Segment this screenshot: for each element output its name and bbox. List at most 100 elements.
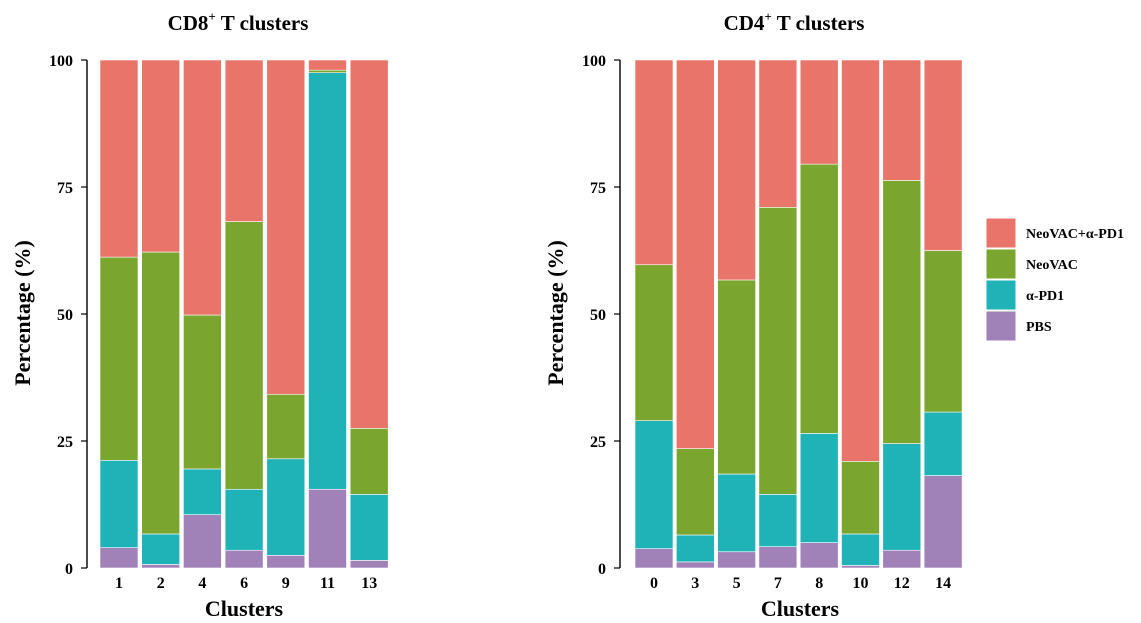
legend-label: PBS bbox=[1026, 320, 1052, 335]
cd4-bar-3-neovac bbox=[675, 448, 715, 536]
cd8-bar-1--pd1 bbox=[99, 460, 139, 548]
cd8-bar-9-pbs bbox=[266, 554, 306, 569]
cd8-y-tick-label: 0 bbox=[65, 561, 73, 578]
cd8-y-tick-label: 25 bbox=[57, 434, 73, 451]
cd8-y-tick-label: 100 bbox=[49, 53, 73, 70]
cd8-bar-2-neovac-pd1 bbox=[141, 59, 180, 253]
cd8-bar-4-neovac bbox=[183, 314, 222, 470]
cd4-bar-12-neovac bbox=[882, 180, 922, 444]
cd8-bar-6-pbs bbox=[224, 549, 264, 569]
cd4-x-tick-label: 8 bbox=[815, 575, 823, 592]
cd4-y-tick-label: 25 bbox=[590, 434, 606, 451]
cd8-x-tick-label: 6 bbox=[240, 575, 248, 592]
cd4-x-tick-label: 0 bbox=[650, 575, 658, 592]
cd8-x-tick-label: 9 bbox=[282, 575, 290, 592]
cd4-bar-7-neovac-pd1 bbox=[758, 59, 798, 208]
cd8-x-tick-label: 13 bbox=[361, 575, 377, 592]
cd4-bar-3-neovac-pd1 bbox=[675, 59, 715, 449]
cd8-bar-2--pd1 bbox=[141, 533, 180, 565]
cd4-y-tick-label: 75 bbox=[590, 180, 606, 197]
cd4-bar-8-neovac bbox=[799, 163, 839, 434]
cd8-bar-6--pd1 bbox=[224, 488, 264, 551]
cd8-bar-1-neovac-pd1 bbox=[99, 59, 139, 258]
cd4-bar-14--pd1 bbox=[923, 411, 963, 476]
legend-label: NeoVAC bbox=[1026, 258, 1078, 273]
legend-label: α-PD1 bbox=[1026, 289, 1064, 304]
cd4-bar-0-pbs bbox=[634, 548, 674, 569]
cd4-bar-10-neovac-pd1 bbox=[841, 59, 880, 462]
cd4-y-axis-title: Percentage (%) bbox=[543, 240, 568, 386]
cd8-chart-title: CD8+ T clusters bbox=[168, 9, 309, 35]
cd4-bar-5-neovac-pd1 bbox=[717, 59, 756, 281]
legend-swatch bbox=[985, 217, 1017, 249]
cd8-bar-1-pbs bbox=[99, 547, 139, 569]
cd4-x-tick-label: 10 bbox=[853, 575, 869, 592]
cd8-x-tick-label: 4 bbox=[198, 575, 206, 592]
legend-swatch bbox=[985, 248, 1017, 280]
cd4-bar-14-pbs bbox=[923, 475, 963, 569]
legend-swatch bbox=[985, 310, 1017, 342]
cd4-bar-7-pbs bbox=[758, 546, 798, 569]
cd8-bar-6-neovac-pd1 bbox=[224, 59, 264, 222]
cd4-bar-7-neovac bbox=[758, 207, 798, 495]
cd4-x-tick-label: 3 bbox=[691, 575, 699, 592]
cd4-y-tick-label: 100 bbox=[582, 53, 606, 70]
cd4-bar-5-pbs bbox=[717, 551, 756, 569]
cd8-bar-11-neovac-pd1 bbox=[308, 59, 347, 71]
cd4-x-tick-label: 14 bbox=[935, 575, 951, 592]
cd8-bar-13--pd1 bbox=[349, 494, 389, 561]
cd4-bar-5--pd1 bbox=[717, 473, 756, 553]
cd4-bar-3-pbs bbox=[675, 561, 715, 569]
cd8-x-ticks: 1 2 4 6 9 11 13 bbox=[115, 575, 377, 592]
cd4-bar-0-neovac-pd1 bbox=[634, 59, 674, 266]
cd4-x-tick-label: 5 bbox=[733, 575, 741, 592]
cd4-bar-10--pd1 bbox=[841, 533, 880, 566]
cd4-bar-0--pd1 bbox=[634, 420, 674, 549]
cd8-bar-9--pd1 bbox=[266, 458, 306, 556]
cd8-bar-1-neovac bbox=[99, 256, 139, 461]
cd8-bars bbox=[99, 59, 389, 569]
cd8-bar-9-neovac-pd1 bbox=[266, 59, 306, 395]
cd4-bar-3--pd1 bbox=[675, 534, 715, 563]
cd8-y-tick-label: 75 bbox=[57, 180, 73, 197]
cd8-bar-4-pbs bbox=[183, 514, 222, 569]
cd4-bar-14-neovac bbox=[923, 250, 963, 413]
cd8-bar-11-pbs bbox=[308, 488, 347, 569]
cd4-y-ticks: 0 25 50 75 100 bbox=[582, 53, 620, 578]
cd8-y-axis-title: Percentage (%) bbox=[10, 240, 35, 386]
cd8-bar-4-neovac-pd1 bbox=[183, 59, 222, 316]
cd8-bar-11--pd1 bbox=[308, 72, 347, 490]
cd4-bar-8--pd1 bbox=[799, 433, 839, 543]
cd8-bar-2-neovac bbox=[141, 251, 180, 535]
cd8-bar-13-neovac bbox=[349, 427, 389, 495]
cd4-bar-10-pbs bbox=[841, 565, 880, 569]
legend: NeoVAC+α-PD1 NeoVAC α-PD1 PBS bbox=[985, 217, 1124, 342]
cd8-y-tick-label: 50 bbox=[57, 307, 73, 324]
cd8-bar-13-neovac-pd1 bbox=[349, 59, 389, 429]
cd8-x-axis-title: Clusters bbox=[205, 596, 284, 621]
cd8-x-tick-label: 1 bbox=[115, 575, 123, 592]
cd4-chart-title: CD4+ T clusters bbox=[724, 9, 865, 35]
cd4-bar-10-neovac bbox=[841, 461, 880, 535]
legend-swatch bbox=[985, 279, 1017, 311]
cd4-y-tick-label: 50 bbox=[590, 307, 606, 324]
cd4-x-axis-title: Clusters bbox=[761, 596, 840, 621]
cd4-x-tick-label: 7 bbox=[774, 575, 782, 592]
cd4-bar-8-pbs bbox=[799, 542, 839, 569]
cd8-y-ticks: 0 25 50 75 100 bbox=[49, 53, 87, 578]
cd4-y-tick-label: 0 bbox=[598, 561, 606, 578]
cd4-bar-5-neovac bbox=[717, 279, 756, 475]
cd8-bar-2-pbs bbox=[141, 564, 180, 569]
cd4-x-tick-label: 12 bbox=[894, 575, 910, 592]
cd8-chart: CD8+ T clusters Percentage (%) Clusters … bbox=[10, 9, 389, 621]
cd4-bar-14-neovac-pd1 bbox=[923, 59, 963, 251]
cd4-bar-12-neovac-pd1 bbox=[882, 59, 922, 181]
cd4-bars bbox=[634, 59, 963, 569]
cd4-bar-8-neovac-pd1 bbox=[799, 59, 839, 165]
cd4-bar-0-neovac bbox=[634, 264, 674, 421]
cd8-bar-4--pd1 bbox=[183, 468, 222, 515]
cd8-x-tick-label: 2 bbox=[157, 575, 165, 592]
cd8-bar-9-neovac bbox=[266, 393, 306, 460]
cd8-bar-11-neovac bbox=[308, 69, 347, 74]
